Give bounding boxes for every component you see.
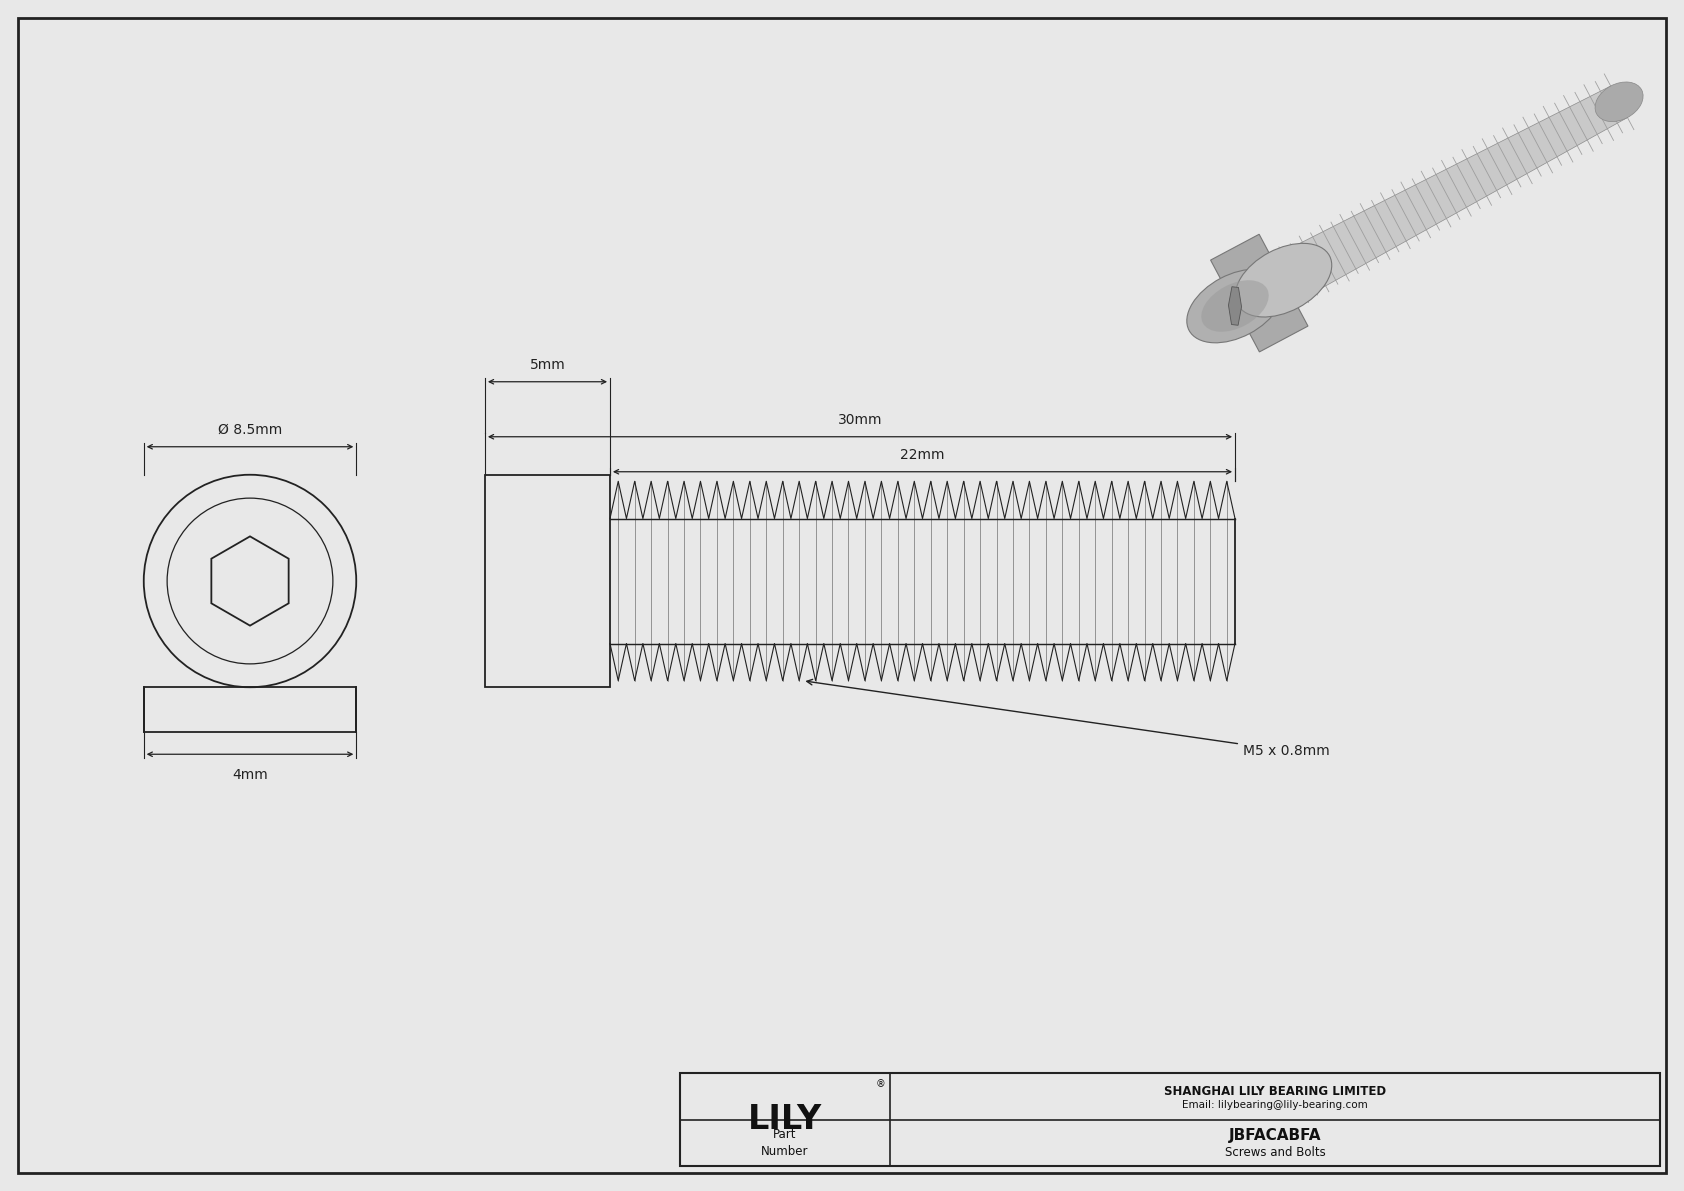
Text: LILY: LILY [748, 1103, 822, 1136]
Text: 30mm: 30mm [837, 413, 882, 426]
Bar [143, 687, 357, 732]
Polygon shape [1211, 235, 1308, 351]
Text: 5mm: 5mm [530, 357, 566, 372]
Ellipse shape [1201, 280, 1268, 332]
Text: Screws and Bolts: Screws and Bolts [1224, 1146, 1325, 1159]
Text: SHANGHAI LILY BEARING LIMITED: SHANGHAI LILY BEARING LIMITED [1164, 1085, 1386, 1098]
Text: ®: ® [876, 1079, 884, 1089]
Text: Part
Number: Part Number [761, 1128, 808, 1158]
Polygon shape [1271, 86, 1627, 303]
Text: JBFACABFA: JBFACABFA [1229, 1128, 1322, 1143]
Text: Email: lilybearing@lily-bearing.com: Email: lilybearing@lily-bearing.com [1182, 1100, 1367, 1110]
Polygon shape [1228, 287, 1241, 325]
Ellipse shape [1595, 82, 1644, 121]
Ellipse shape [1187, 269, 1283, 343]
Ellipse shape [1236, 243, 1332, 317]
Text: 4mm: 4mm [232, 768, 268, 782]
Text: Ø 8.5mm: Ø 8.5mm [217, 423, 283, 437]
Text: M5 x 0.8mm: M5 x 0.8mm [807, 679, 1330, 757]
Bar [485, 475, 610, 687]
Text: 22mm: 22mm [901, 448, 945, 462]
